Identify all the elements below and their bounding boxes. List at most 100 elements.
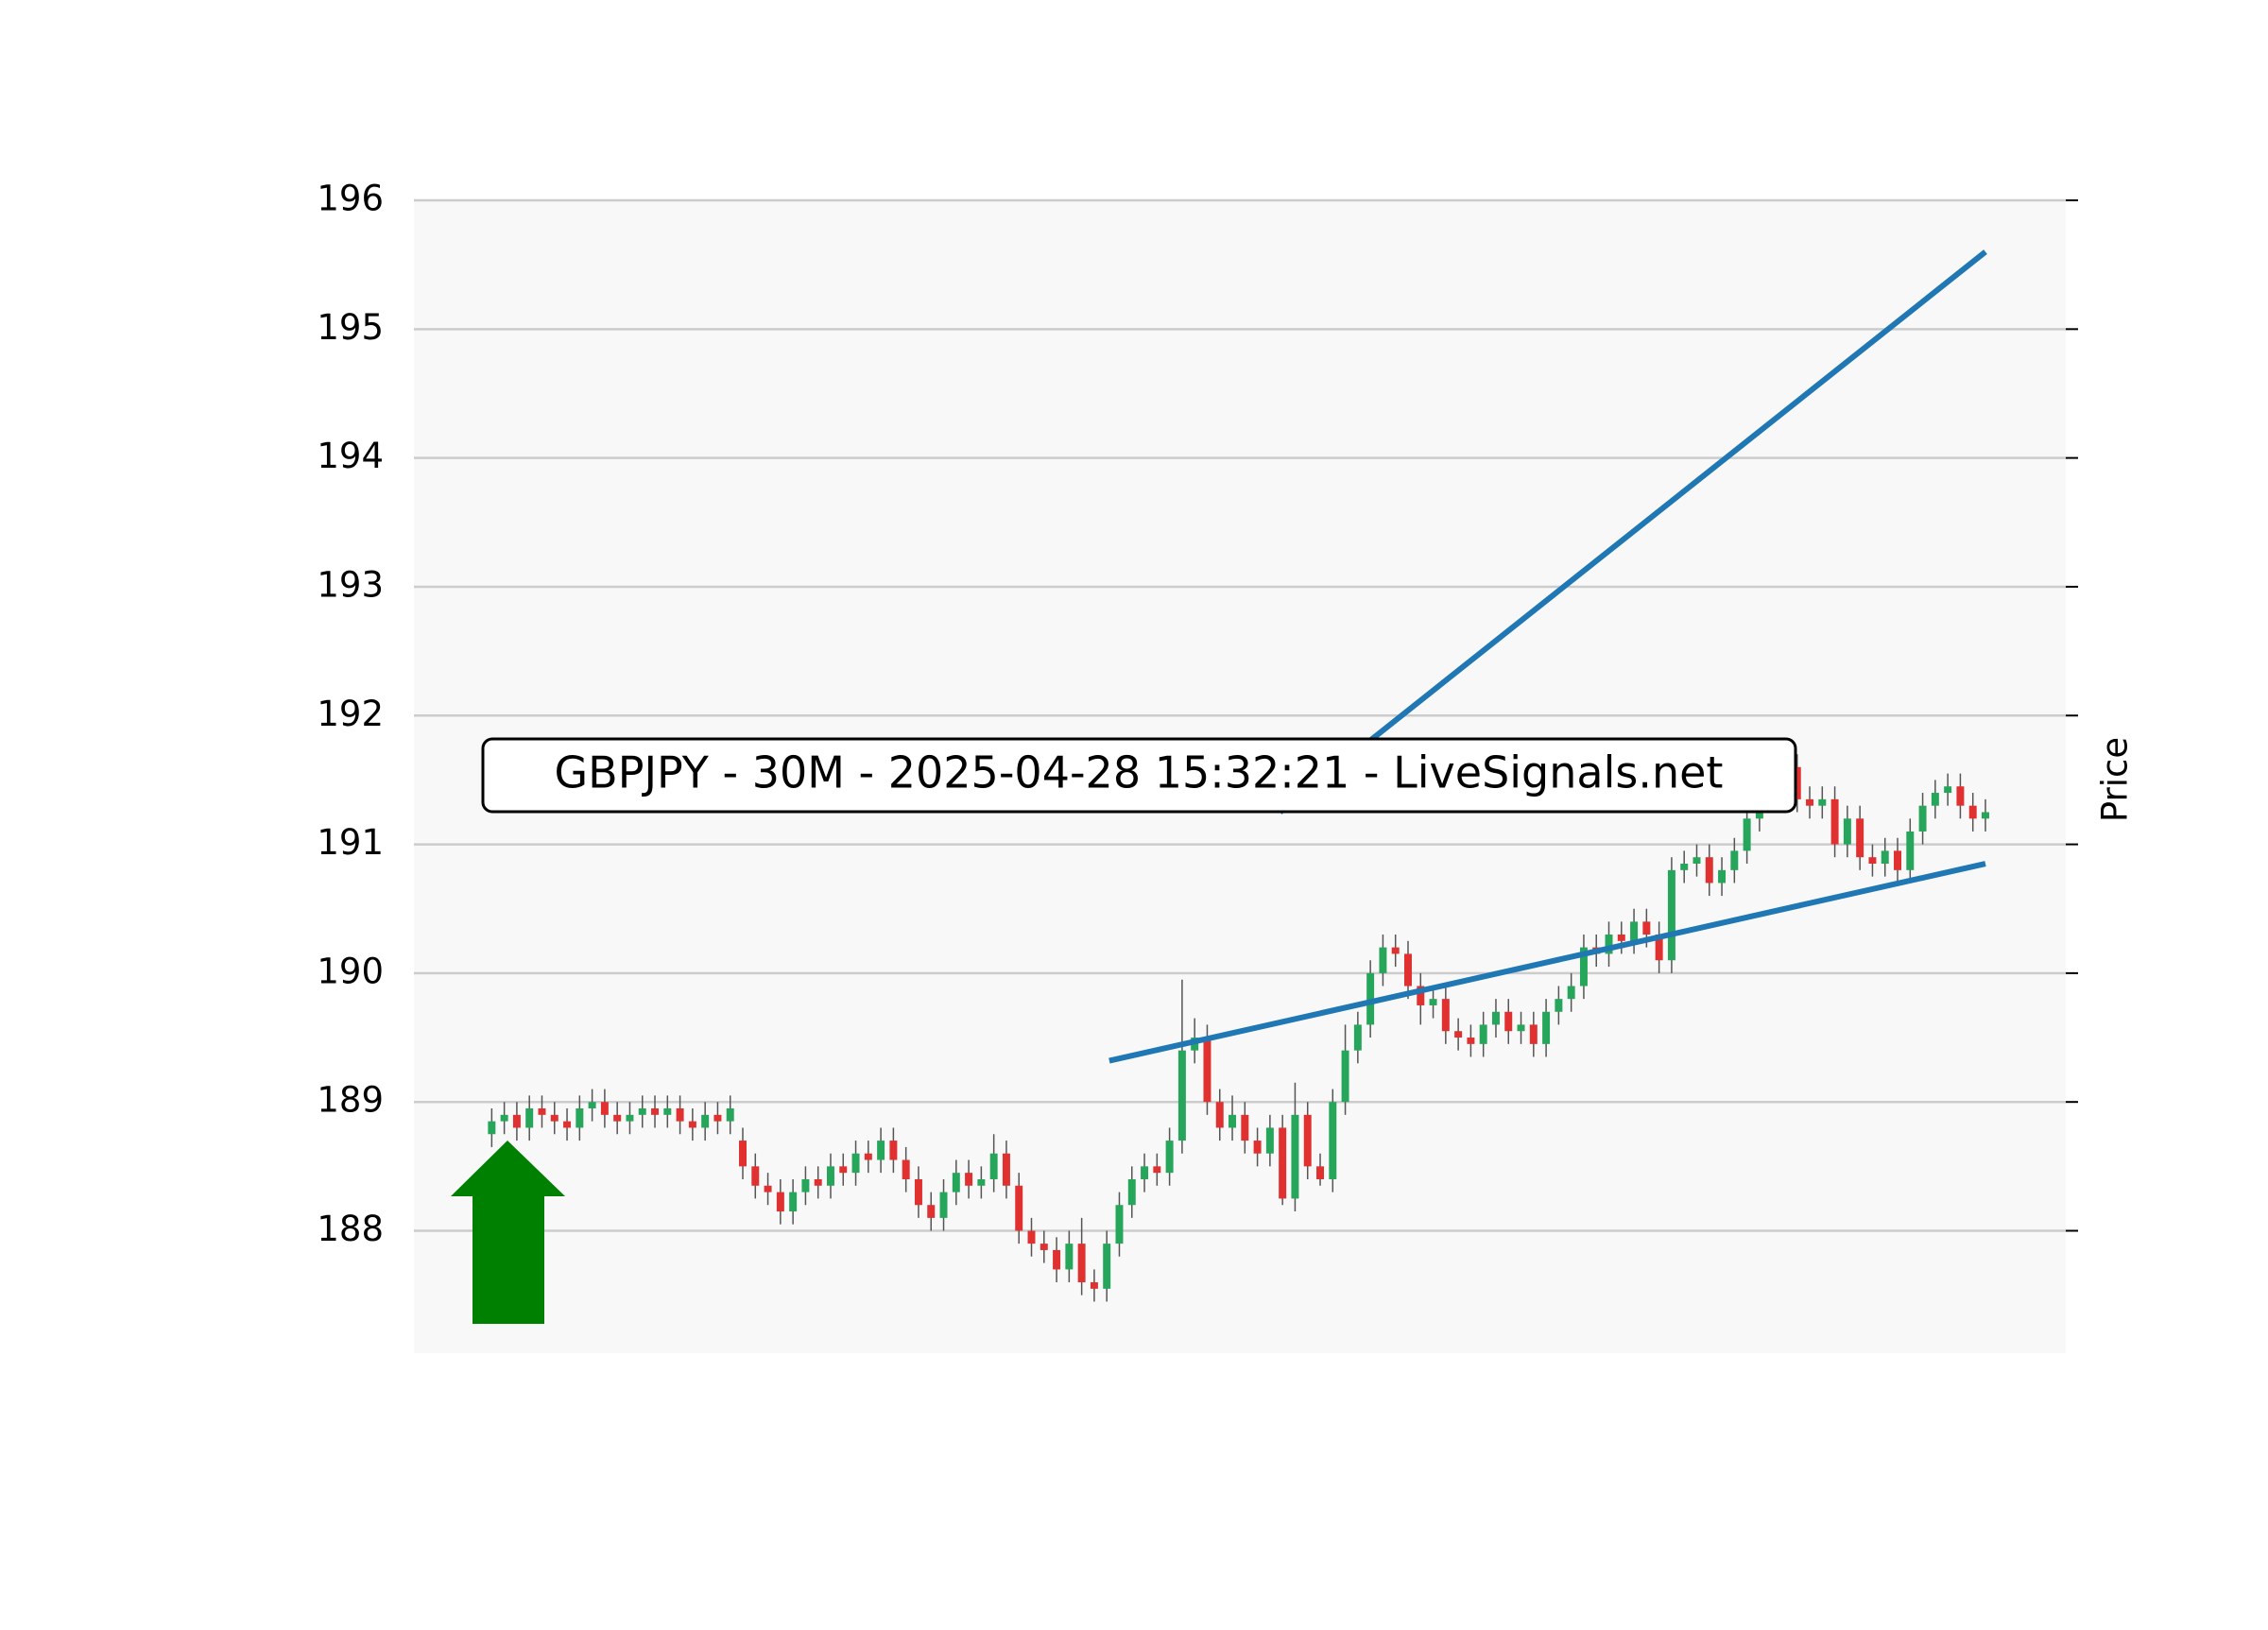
candle-body bbox=[1906, 831, 1915, 870]
candle-body bbox=[1379, 947, 1387, 973]
candle-body bbox=[1353, 1024, 1362, 1051]
candle-body bbox=[989, 1153, 998, 1179]
candle-body bbox=[1491, 1011, 1500, 1025]
candle-body bbox=[1329, 1102, 1337, 1179]
candle-body bbox=[1441, 999, 1450, 1032]
candle-body bbox=[1303, 1114, 1312, 1167]
candle-body bbox=[1417, 986, 1425, 1005]
candle-body bbox=[1918, 805, 1927, 832]
candle-body bbox=[751, 1166, 760, 1186]
y-tick-label: 196 bbox=[317, 179, 384, 219]
y-tick-label: 193 bbox=[317, 564, 384, 605]
candle-body bbox=[764, 1185, 772, 1192]
candle-body bbox=[1454, 1031, 1463, 1038]
candle-body bbox=[1818, 798, 1827, 806]
buy-arrow bbox=[451, 1141, 565, 1324]
candle-body bbox=[1579, 947, 1588, 987]
candle-body bbox=[1391, 947, 1400, 954]
candle-body bbox=[939, 1192, 948, 1218]
candle-body bbox=[1705, 857, 1713, 884]
candles bbox=[488, 754, 1989, 1302]
candle-body bbox=[1667, 869, 1675, 961]
y-tick-label: 188 bbox=[317, 1209, 384, 1249]
candle-body bbox=[1467, 1038, 1475, 1044]
candle-body bbox=[1291, 1114, 1299, 1199]
candle-body bbox=[965, 1173, 973, 1186]
candle-body bbox=[1127, 1178, 1136, 1206]
candle-body bbox=[525, 1108, 534, 1128]
candle-body bbox=[488, 1121, 496, 1135]
candle-body bbox=[1341, 1050, 1349, 1103]
candle-body bbox=[814, 1178, 822, 1186]
candle-body bbox=[1567, 986, 1575, 1000]
candle-body bbox=[1153, 1166, 1161, 1174]
candle-body bbox=[1065, 1244, 1074, 1270]
candle-body bbox=[1429, 999, 1437, 1005]
candle-body bbox=[1015, 1185, 1023, 1231]
annotation-box bbox=[481, 737, 1797, 814]
candle-body bbox=[1743, 818, 1751, 851]
candle-body bbox=[550, 1114, 558, 1122]
candle-body bbox=[1655, 934, 1663, 961]
candle-body bbox=[1830, 798, 1839, 845]
candle-body bbox=[1115, 1205, 1124, 1244]
grid bbox=[414, 198, 2078, 1232]
y-tick-label: 191 bbox=[317, 822, 384, 863]
candle-body bbox=[1718, 869, 1727, 884]
candle-body bbox=[1265, 1127, 1274, 1154]
candle-body bbox=[1843, 818, 1851, 845]
candle-body bbox=[563, 1121, 572, 1128]
candle-body bbox=[1141, 1166, 1149, 1179]
candle-body bbox=[864, 1153, 872, 1160]
candle-body bbox=[1642, 921, 1651, 935]
candle-body bbox=[1316, 1166, 1324, 1179]
candle-body bbox=[1542, 1011, 1551, 1044]
candle-body bbox=[839, 1166, 848, 1174]
candle-body bbox=[1090, 1282, 1098, 1289]
candle-body bbox=[701, 1114, 710, 1128]
candle-body bbox=[1894, 850, 1901, 870]
trendline bbox=[1278, 249, 1987, 815]
annotation: GBPJPY - 30M - 2025-04-28 15:32:21 - Liv… bbox=[555, 747, 1724, 798]
candle-body bbox=[638, 1108, 646, 1115]
candle-body bbox=[1617, 934, 1625, 941]
candle-body bbox=[726, 1108, 734, 1122]
candle-body bbox=[1982, 812, 1989, 819]
candle-body bbox=[1053, 1249, 1061, 1270]
candle-body bbox=[927, 1205, 936, 1218]
candle-body bbox=[676, 1108, 684, 1122]
candle-body bbox=[1366, 972, 1375, 1025]
candle-body bbox=[851, 1153, 860, 1174]
candle-body bbox=[1931, 793, 1939, 806]
candle-body bbox=[1504, 1011, 1513, 1032]
candle-body bbox=[1215, 1102, 1224, 1128]
y-tick-label: 189 bbox=[317, 1080, 384, 1121]
candle-body bbox=[1479, 1024, 1487, 1044]
candle-body bbox=[1165, 1141, 1174, 1174]
y-tick-label: 194 bbox=[317, 436, 384, 476]
candle-body bbox=[588, 1102, 596, 1109]
candle-body bbox=[626, 1114, 634, 1122]
candle-body bbox=[827, 1166, 834, 1186]
candle-body bbox=[538, 1108, 546, 1115]
candle-body bbox=[889, 1141, 898, 1160]
candle-body bbox=[576, 1108, 584, 1128]
candle-body bbox=[1517, 1024, 1525, 1032]
trendlines bbox=[1108, 249, 1987, 1064]
candle-body bbox=[1077, 1244, 1086, 1283]
candle-body bbox=[776, 1192, 784, 1212]
candle-body bbox=[500, 1114, 508, 1122]
candle-body bbox=[713, 1114, 722, 1122]
candle-body bbox=[1027, 1230, 1036, 1244]
candle-body bbox=[613, 1114, 622, 1122]
candle-body bbox=[1730, 850, 1739, 870]
candle-body bbox=[1881, 850, 1889, 865]
candle-body bbox=[1793, 766, 1801, 799]
candle-body bbox=[1404, 953, 1412, 987]
candle-body bbox=[1103, 1244, 1111, 1289]
candle-body bbox=[1529, 1024, 1538, 1044]
y-axis-label: Price bbox=[2095, 737, 2136, 822]
candle-body bbox=[1856, 818, 1864, 858]
candle-body bbox=[663, 1108, 672, 1115]
